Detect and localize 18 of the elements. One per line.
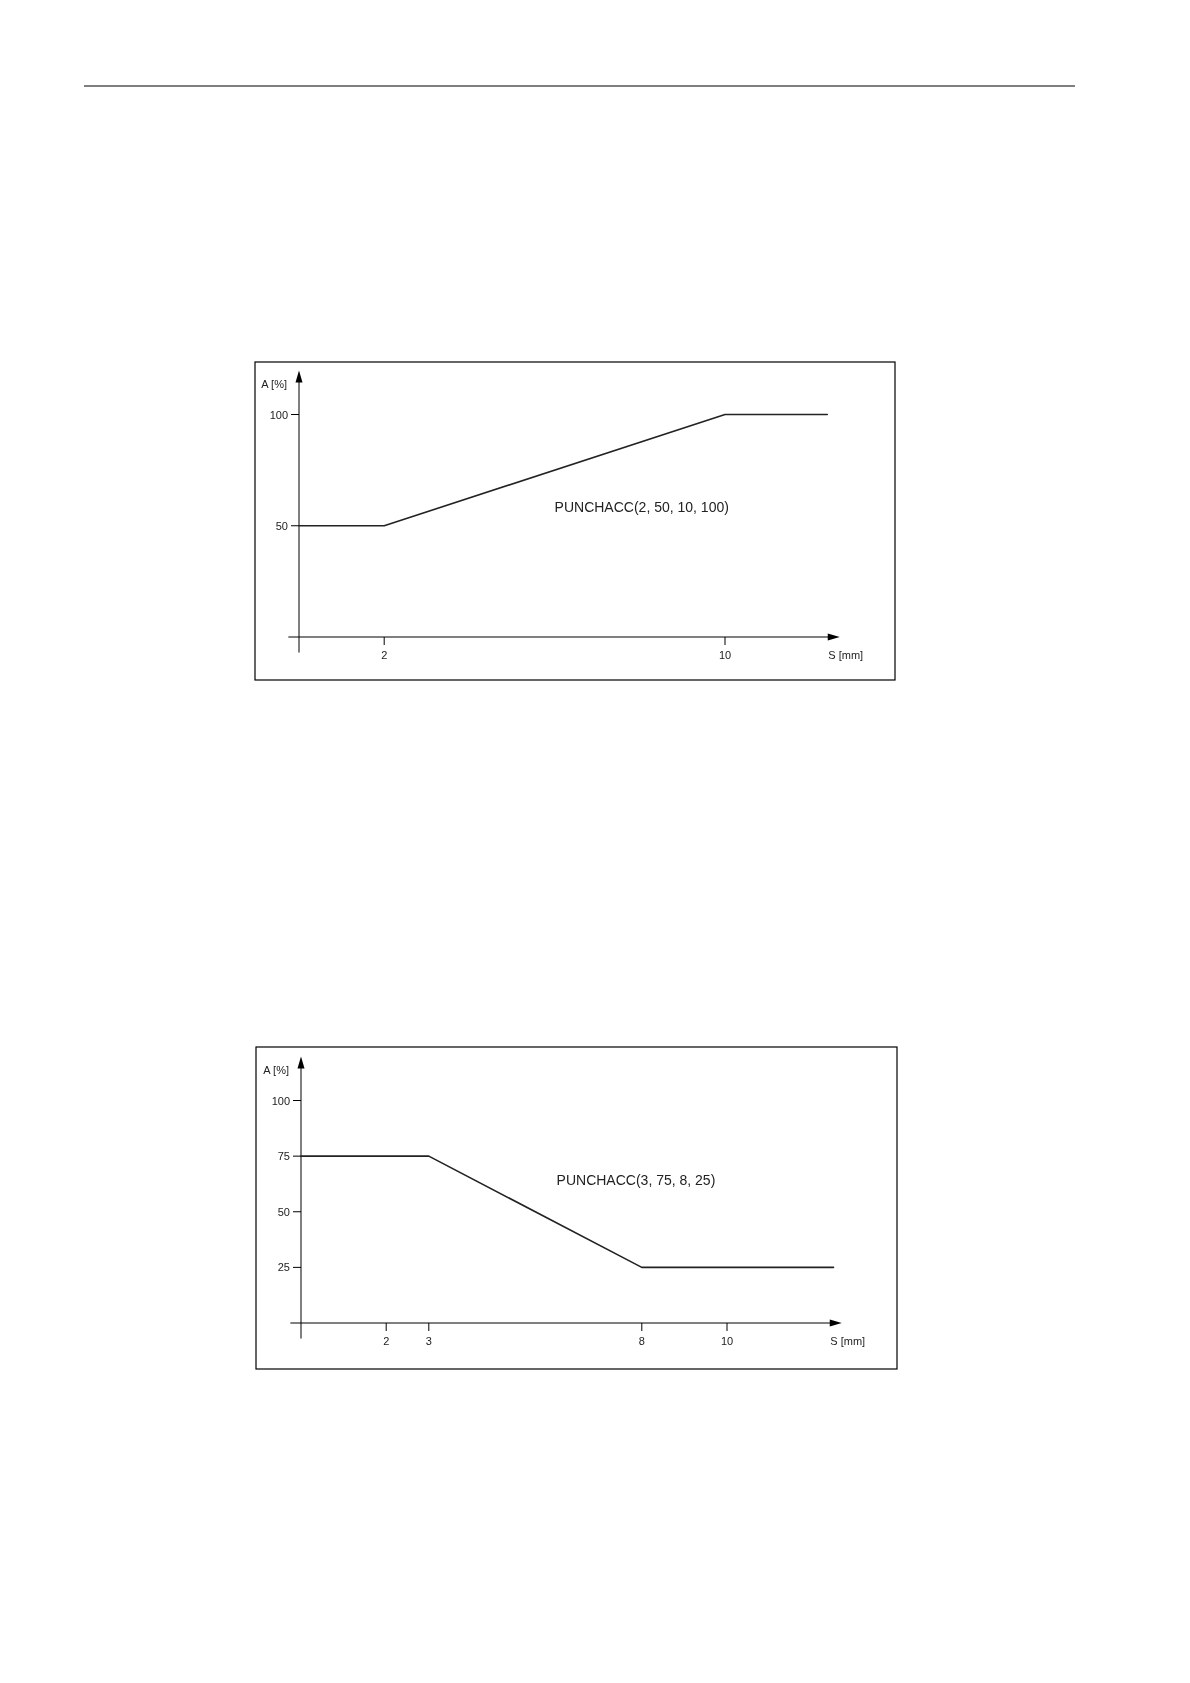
y-tick-label: 50 — [277, 1205, 290, 1218]
x-tick-label: 10 — [720, 1335, 734, 1347]
x-tick-label: 3 — [425, 1335, 432, 1347]
x-axis-title: S [mm] — [828, 649, 864, 661]
y-tick-label: 100 — [271, 1094, 290, 1107]
x-tick-label: 2 — [381, 649, 388, 661]
y-tick-label: 75 — [277, 1150, 290, 1163]
x-tick-label: 8 — [638, 1335, 645, 1347]
x-axis-title: S [mm] — [830, 1335, 866, 1347]
y-axis-title: A [%] — [261, 378, 287, 391]
y-tick-label: 50 — [275, 519, 288, 532]
y-tick-label: 25 — [277, 1261, 290, 1274]
annotation: PUNCHACC(2, 50, 10, 100) — [554, 499, 729, 516]
x-tick-label: 2 — [383, 1335, 390, 1347]
annotation: PUNCHACC(3, 75, 8, 25) — [556, 1172, 716, 1189]
x-tick-label: 10 — [718, 649, 732, 661]
y-tick-label: 100 — [269, 408, 288, 421]
y-axis-title: A [%] — [263, 1064, 289, 1077]
